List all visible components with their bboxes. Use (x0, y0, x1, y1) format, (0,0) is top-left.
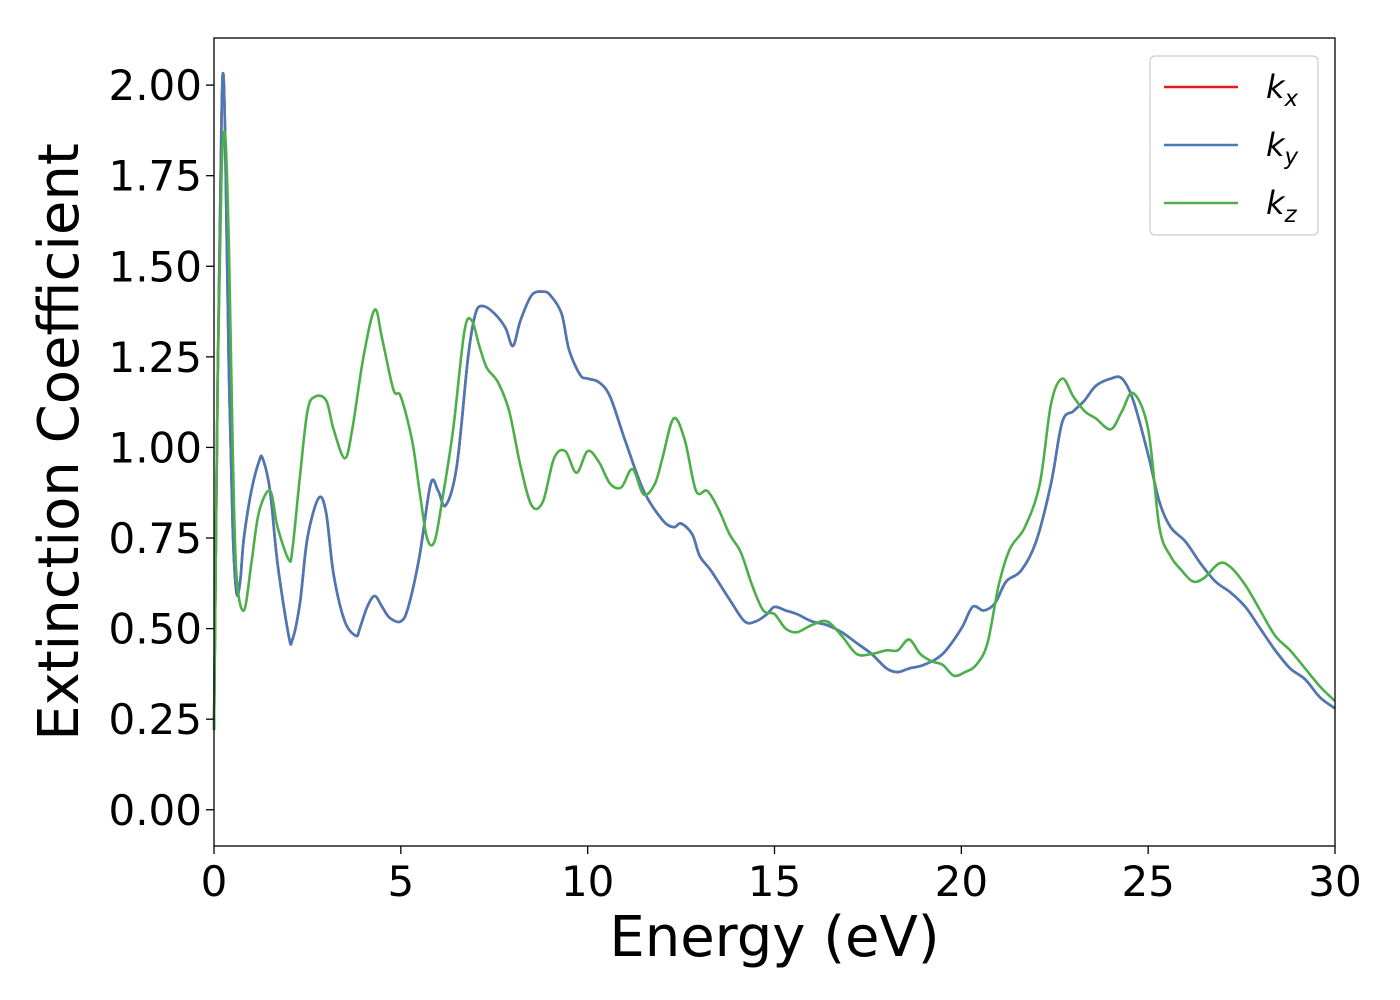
y-axis: 0.00 0.25 0.50 0.75 1.00 1.25 1.50 1.75 2.00 (108, 61, 214, 835)
y-tick-label: 0.50 (108, 605, 202, 654)
y-tick-label: 2.00 (108, 61, 202, 110)
y-tick-label: 1.75 (108, 152, 202, 201)
series-line-ky (212, 71, 1336, 731)
y-tick-label: 0.00 (108, 786, 202, 835)
series-line-kz (212, 130, 1336, 731)
x-tick-label: 25 (1121, 857, 1174, 906)
x-tick-label: 15 (748, 857, 801, 906)
x-tick-label: 10 (561, 857, 614, 906)
x-axis-title: Energy (eV) (609, 905, 939, 970)
y-tick-label: 0.25 (108, 695, 202, 744)
plot-lines (212, 71, 1336, 731)
x-tick-label: 0 (201, 857, 228, 906)
y-tick-label: 0.75 (108, 514, 202, 563)
x-tick-label: 5 (387, 857, 414, 906)
y-tick-label: 1.25 (108, 333, 202, 382)
y-tick-label: 1.00 (108, 423, 202, 472)
y-axis-title: Extinction Coefficient (27, 143, 92, 741)
x-tick-label: 30 (1308, 857, 1361, 906)
x-axis: 0 5 10 15 20 25 30 (201, 846, 1362, 906)
y-tick-label: 1.50 (108, 242, 202, 291)
x-tick-label: 20 (935, 857, 988, 906)
